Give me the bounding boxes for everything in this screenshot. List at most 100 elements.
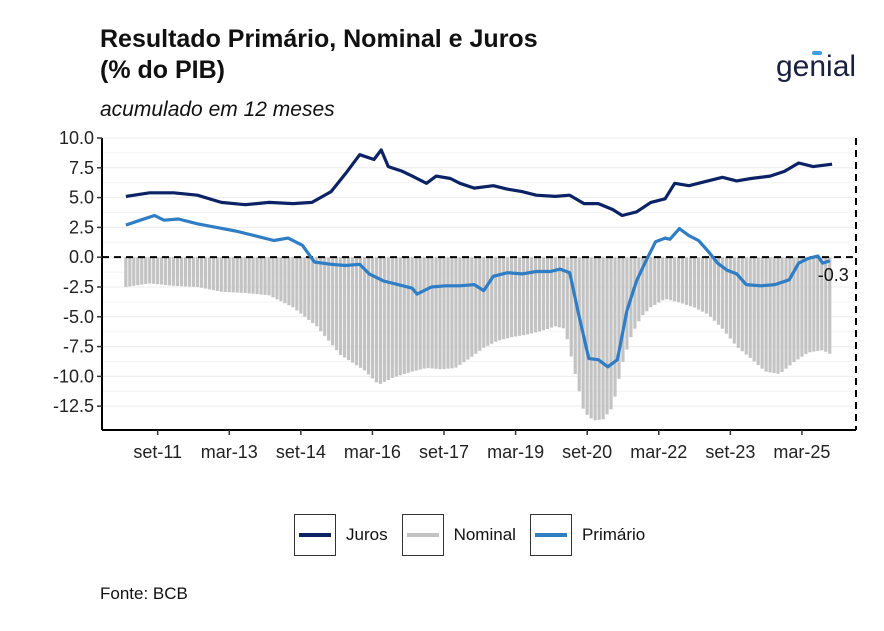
y-tick-label: 0.0 bbox=[69, 247, 94, 267]
nominal-bar bbox=[227, 257, 231, 293]
nominal-bar bbox=[406, 257, 410, 373]
nominal-bar bbox=[621, 257, 625, 362]
nominal-bar bbox=[243, 257, 247, 293]
nominal-bar bbox=[533, 257, 538, 333]
nominal-bar bbox=[677, 257, 681, 303]
nominal-bar bbox=[573, 257, 577, 374]
nominal-bar bbox=[462, 257, 466, 363]
nominal-bar bbox=[394, 257, 398, 377]
nominal-bar bbox=[382, 257, 386, 382]
nominal-bar bbox=[219, 257, 223, 292]
nominal-bar bbox=[291, 257, 295, 308]
x-tick-label: mar-19 bbox=[487, 442, 544, 462]
chart-title: Resultado Primário, Nominal e Juros (% d… bbox=[100, 24, 538, 86]
nominal-bar bbox=[529, 257, 534, 334]
nominal-bar bbox=[665, 257, 669, 300]
nominal-bar bbox=[657, 257, 661, 303]
nominal-bar bbox=[692, 257, 697, 308]
nominal-bar bbox=[585, 257, 589, 415]
chart-title-line-1: Resultado Primário, Nominal e Juros bbox=[100, 25, 538, 53]
nominal-bar bbox=[346, 257, 351, 361]
chart-title-line-2: (% do PIB) bbox=[100, 56, 225, 84]
nominal-bar bbox=[760, 257, 764, 369]
nominal-bar bbox=[732, 257, 736, 344]
nominal-bar bbox=[494, 257, 498, 342]
nominal-bar bbox=[744, 257, 748, 355]
nominal-bar bbox=[454, 257, 458, 368]
nominal-bar bbox=[605, 257, 609, 415]
nominal-bar bbox=[358, 257, 363, 368]
nominal-bar bbox=[748, 257, 752, 358]
nominal-bar bbox=[724, 257, 728, 334]
nominal-bar bbox=[148, 257, 152, 284]
nominal-bar bbox=[549, 257, 553, 328]
x-tick-label: set-23 bbox=[705, 442, 755, 462]
nominal-bar bbox=[307, 257, 311, 320]
series-line-juros bbox=[125, 148, 833, 218]
nominal-bar bbox=[175, 257, 180, 286]
nominal-bar bbox=[386, 257, 390, 380]
nominal-bar bbox=[259, 257, 263, 295]
legend-item-nominal: Nominal bbox=[401, 514, 516, 556]
nominal-bar bbox=[132, 257, 136, 286]
nominal-bar bbox=[553, 257, 557, 327]
nominal-bar bbox=[569, 257, 573, 357]
nominal-bar bbox=[327, 257, 331, 341]
y-tick-label: 5.0 bbox=[69, 188, 94, 208]
nominal-bar bbox=[506, 257, 510, 339]
nominal-bar bbox=[354, 257, 359, 366]
nominal-bar bbox=[144, 257, 148, 284]
nominal-bar bbox=[466, 257, 470, 360]
nominal-bar bbox=[124, 257, 128, 287]
nominal-bar bbox=[450, 257, 454, 369]
nominal-bar bbox=[593, 257, 597, 421]
nominal-bar bbox=[438, 257, 442, 370]
nominal-bar bbox=[350, 257, 355, 363]
nominal-bar bbox=[486, 257, 490, 346]
nominal-bar bbox=[247, 257, 251, 294]
legend-key-juros bbox=[294, 514, 336, 556]
nominal-bar bbox=[331, 257, 335, 346]
nominal-bar bbox=[283, 257, 287, 304]
nominal-bar bbox=[673, 257, 677, 302]
nominal-bar bbox=[299, 257, 303, 314]
nominal-bar bbox=[255, 257, 259, 295]
legend-key-nominal bbox=[401, 514, 444, 556]
nominal-bar bbox=[235, 257, 239, 293]
brand-logo: genial bbox=[776, 50, 857, 83]
source-note: Fonte: BCB bbox=[100, 584, 188, 603]
nominal-bar bbox=[164, 257, 168, 285]
nominal-bar bbox=[740, 257, 744, 352]
nominal-bar bbox=[342, 257, 347, 358]
nominal-bar bbox=[653, 257, 657, 305]
nominal-bar bbox=[609, 257, 613, 410]
nominal-bar bbox=[684, 257, 689, 305]
nominal-bar bbox=[633, 257, 637, 329]
nominal-bar bbox=[637, 257, 641, 322]
nominal-bar bbox=[207, 257, 211, 290]
last-value-annotation: -0.3 bbox=[818, 265, 849, 285]
nominal-bar bbox=[366, 257, 371, 375]
nominal-bar bbox=[410, 257, 414, 372]
nominal-bar bbox=[752, 257, 756, 362]
nominal-bar bbox=[482, 257, 486, 348]
nominal-bar bbox=[275, 257, 279, 300]
nominal-bar bbox=[152, 257, 156, 284]
nominal-bar bbox=[374, 257, 378, 383]
nominal-bar bbox=[645, 257, 649, 312]
nominal-bar bbox=[378, 257, 382, 384]
nominal-bar bbox=[720, 257, 724, 329]
nominal-bar bbox=[171, 257, 176, 286]
nominal-bar bbox=[510, 257, 514, 338]
nominal-bar bbox=[804, 257, 808, 355]
nominal-bar bbox=[776, 257, 780, 374]
nominal-bar bbox=[199, 257, 204, 288]
nominal-bar bbox=[251, 257, 255, 294]
nominal-bar bbox=[502, 257, 506, 340]
nominal-bar bbox=[688, 257, 693, 307]
nominal-bar bbox=[808, 257, 812, 353]
nominal-bar bbox=[295, 257, 299, 311]
nominal-bar bbox=[323, 257, 327, 336]
nominal-bar bbox=[756, 257, 760, 366]
